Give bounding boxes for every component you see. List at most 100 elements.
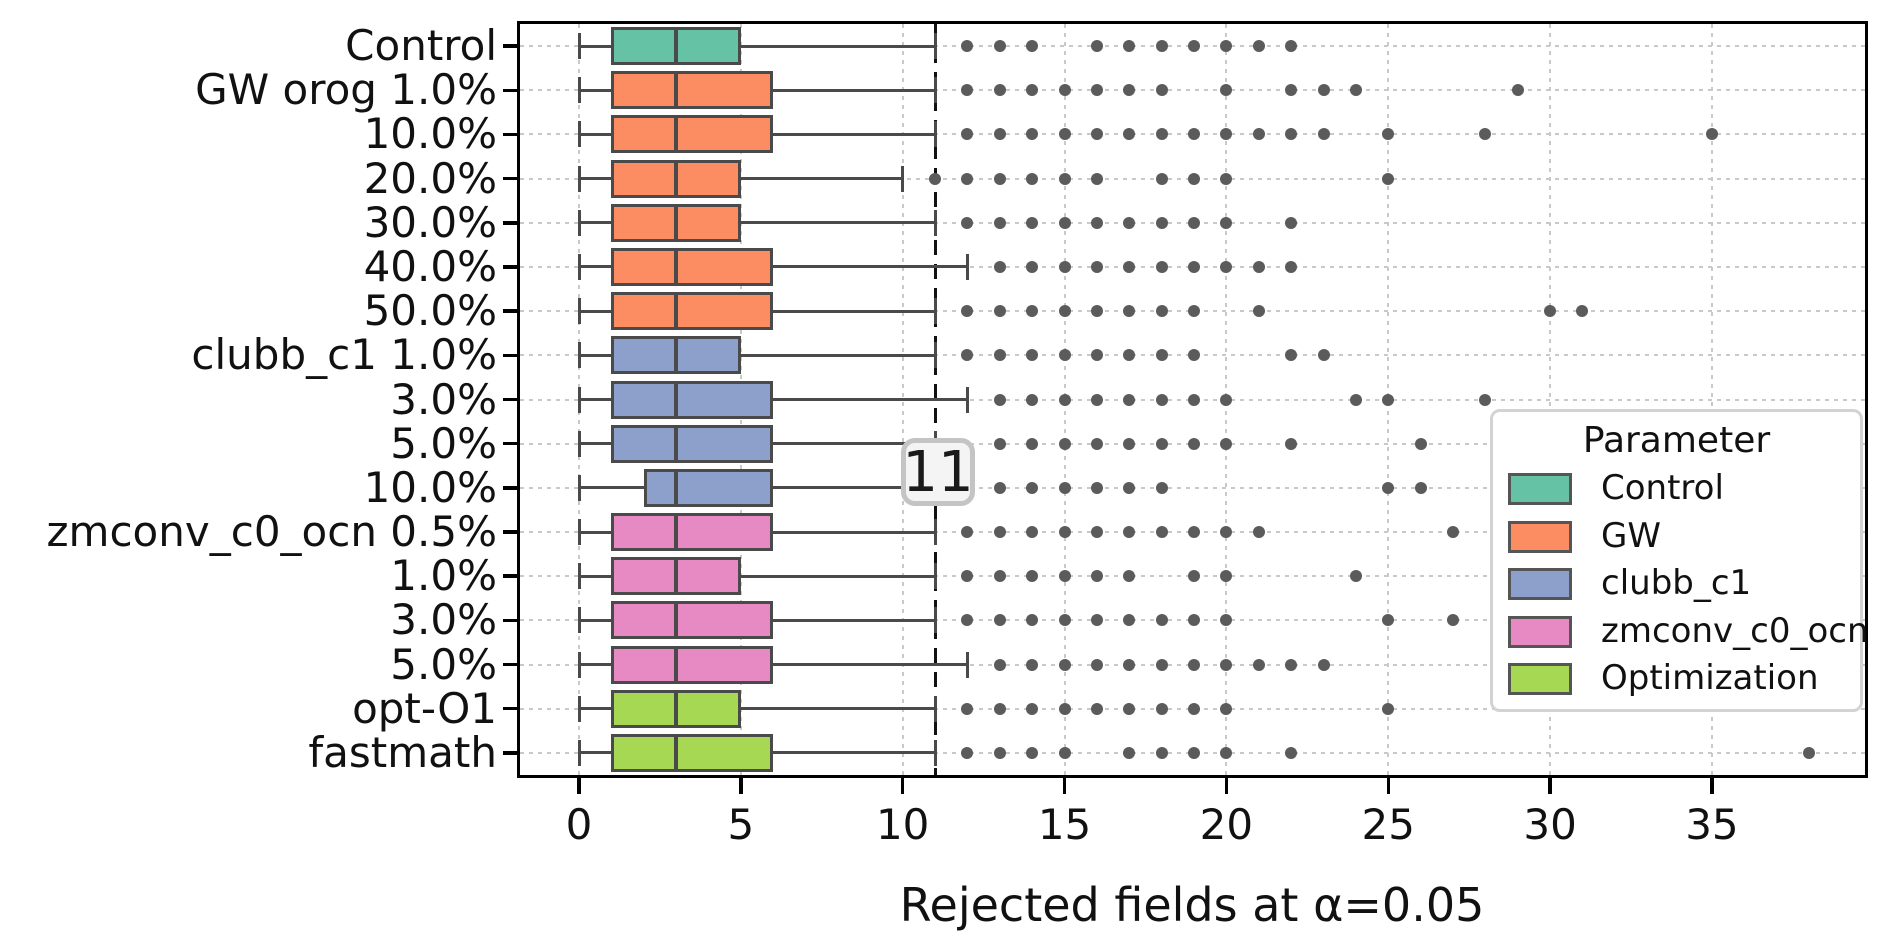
median-line — [674, 557, 678, 596]
whisker-line — [740, 221, 936, 225]
outlier-dot — [1382, 614, 1395, 627]
outlier-dot — [1026, 746, 1039, 759]
legend-entry-label: GW — [1601, 515, 1661, 556]
outlier-dot — [1188, 172, 1201, 185]
y-tick-mark — [503, 706, 517, 711]
outlier-dot — [1252, 128, 1265, 141]
median-line — [674, 468, 678, 507]
outlier-dot — [1188, 40, 1201, 53]
whisker-cap — [933, 563, 937, 590]
outlier-dot — [1285, 128, 1298, 141]
median-line — [674, 689, 678, 728]
whisker-cap — [577, 209, 581, 236]
legend-entry-label: clubb_c1 — [1601, 563, 1752, 603]
outlier-dot — [961, 84, 974, 97]
outlier-dot — [993, 84, 1006, 97]
x-tick-mark — [1386, 778, 1390, 794]
outlier-dot — [1188, 260, 1201, 273]
legend-entry-label: Control — [1601, 468, 1724, 508]
x-tick-label: 30 — [1523, 800, 1577, 849]
outlier-dot — [993, 614, 1006, 627]
outlier-dot — [993, 393, 1006, 406]
outlier-dot — [1382, 393, 1395, 406]
whisker-line — [740, 177, 903, 181]
outlier-dot — [1252, 260, 1265, 273]
outlier-dot — [1155, 305, 1168, 318]
outlier-dot — [1026, 128, 1039, 141]
box — [611, 601, 774, 640]
outlier-dot — [1155, 40, 1168, 53]
outlier-dot — [1188, 437, 1201, 450]
whisker-cap — [577, 298, 581, 325]
outlier-dot — [961, 349, 974, 362]
plot-area — [517, 21, 1868, 778]
outlier-dot — [1123, 746, 1136, 759]
whisker-line — [773, 486, 936, 490]
outlier-dot — [1220, 746, 1233, 759]
legend-entry: Optimization — [1493, 656, 1860, 704]
y-tick-label: 10.0% — [363, 109, 497, 159]
whisker-cap — [933, 342, 937, 369]
outlier-dot — [1058, 570, 1071, 583]
median-line — [674, 292, 678, 331]
outlier-dot — [961, 746, 974, 759]
outlier-dot — [1414, 437, 1427, 450]
y-tick-label: Control — [345, 21, 497, 71]
y-tick-label: clubb_c1 1.0% — [191, 330, 497, 380]
outlier-dot — [1090, 172, 1103, 185]
reference-line-badge: 11 — [901, 438, 975, 506]
y-tick-label: 3.0% — [390, 374, 497, 424]
x-tick-mark — [900, 778, 905, 794]
y-tick-label: 1.0% — [390, 551, 497, 601]
outlier-dot — [1090, 658, 1103, 671]
outlier-dot — [1123, 349, 1136, 362]
whisker-cap — [577, 253, 581, 280]
outlier-dot — [1058, 746, 1071, 759]
whisker-line — [579, 88, 612, 92]
whisker-line — [579, 663, 612, 667]
whisker-cap — [901, 165, 905, 192]
outlier-dot — [1058, 216, 1071, 229]
outlier-dot — [1090, 570, 1103, 583]
outlier-dot — [1058, 658, 1071, 671]
outlier-dot — [1220, 658, 1233, 671]
whisker-cap — [577, 739, 581, 766]
outlier-dot — [993, 570, 1006, 583]
outlier-dot — [1090, 260, 1103, 273]
outlier-dot — [1188, 128, 1201, 141]
outlier-dot — [1317, 658, 1330, 671]
outlier-dot — [1026, 702, 1039, 715]
y-tick-mark — [503, 441, 517, 446]
outlier-dot — [1188, 349, 1201, 362]
outlier-dot — [1123, 40, 1136, 53]
legend-swatch — [1508, 663, 1572, 695]
outlier-dot — [1026, 481, 1039, 494]
outlier-dot — [1382, 172, 1395, 185]
x-tick-label: 10 — [875, 800, 930, 849]
x-tick-label: 15 — [1037, 800, 1092, 849]
outlier-dot — [1155, 128, 1168, 141]
outlier-dot — [1058, 481, 1071, 494]
outlier-dot — [1220, 526, 1233, 539]
outlier-dot — [1155, 393, 1168, 406]
median-line — [674, 247, 678, 286]
outlier-dot — [1220, 570, 1233, 583]
outlier-dot — [1382, 702, 1395, 715]
y-tick-label: zmconv_c0_ocn 0.5% — [46, 507, 498, 557]
outlier-dot — [1026, 437, 1039, 450]
y-tick-mark — [503, 486, 517, 490]
outlier-dot — [1123, 570, 1136, 583]
outlier-dot — [1058, 349, 1071, 362]
outlier-dot — [1123, 393, 1136, 406]
outlier-dot — [1123, 84, 1136, 97]
outlier-dot — [1155, 614, 1168, 627]
outlier-dot — [1090, 128, 1103, 141]
outlier-dot — [1479, 393, 1492, 406]
outlier-dot — [1220, 614, 1233, 627]
outlier-dot — [1123, 702, 1136, 715]
outlier-dot — [1285, 437, 1298, 450]
y-tick-mark — [503, 221, 517, 225]
outlier-dot — [1188, 216, 1201, 229]
outlier-dot — [1188, 614, 1201, 627]
outlier-dot — [1414, 481, 1427, 494]
